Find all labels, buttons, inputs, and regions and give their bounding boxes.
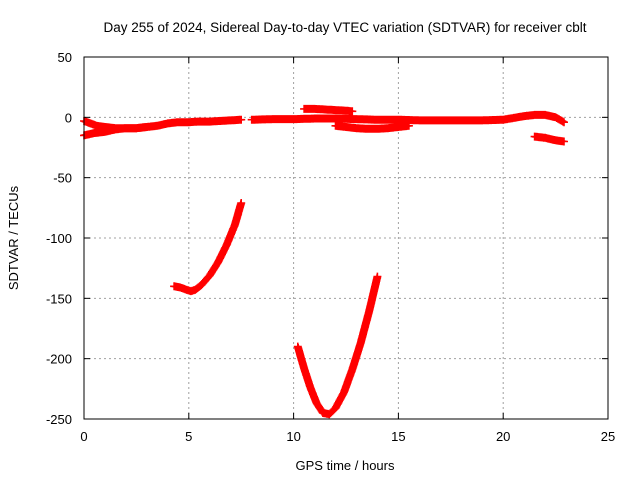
data-series-7 [170, 199, 246, 296]
x-tick-label: 25 [601, 429, 615, 444]
data-series-8 [293, 272, 382, 419]
data-series-4 [300, 104, 357, 116]
series-markers [331, 121, 413, 133]
data-markers [80, 104, 568, 419]
chart-title: Day 255 of 2024, Sidereal Day-to-day VTE… [104, 20, 587, 35]
y-tick-label: 0 [65, 110, 72, 125]
axis-ticks: 0 5 10 15 20 25 -250 -200 -150 -100 -50 0 50 [46, 50, 615, 444]
series-markers [300, 104, 357, 116]
x-tick-label: 5 [185, 429, 192, 444]
y-tick-label: 50 [58, 50, 72, 65]
data-series-3 [247, 110, 568, 127]
data-series-5 [331, 121, 413, 133]
y-tick-label: -200 [46, 352, 72, 367]
x-axis-title: GPS time / hours [296, 458, 395, 473]
y-axis-title: SDTVAR / TECUs [6, 185, 21, 290]
x-tick-label: 20 [496, 429, 510, 444]
x-tick-label: 10 [286, 429, 300, 444]
series-markers [247, 110, 568, 127]
y-tick-label: -50 [53, 171, 72, 186]
x-tick-label: 15 [391, 429, 405, 444]
series-markers [530, 132, 568, 146]
data-series-6 [530, 132, 568, 146]
x-tick-label: 0 [80, 429, 87, 444]
y-tick-label: -250 [46, 412, 72, 427]
y-tick-label: -150 [46, 291, 72, 306]
series-markers [293, 272, 382, 419]
series-markers [170, 199, 246, 296]
y-tick-label: -100 [46, 231, 72, 246]
